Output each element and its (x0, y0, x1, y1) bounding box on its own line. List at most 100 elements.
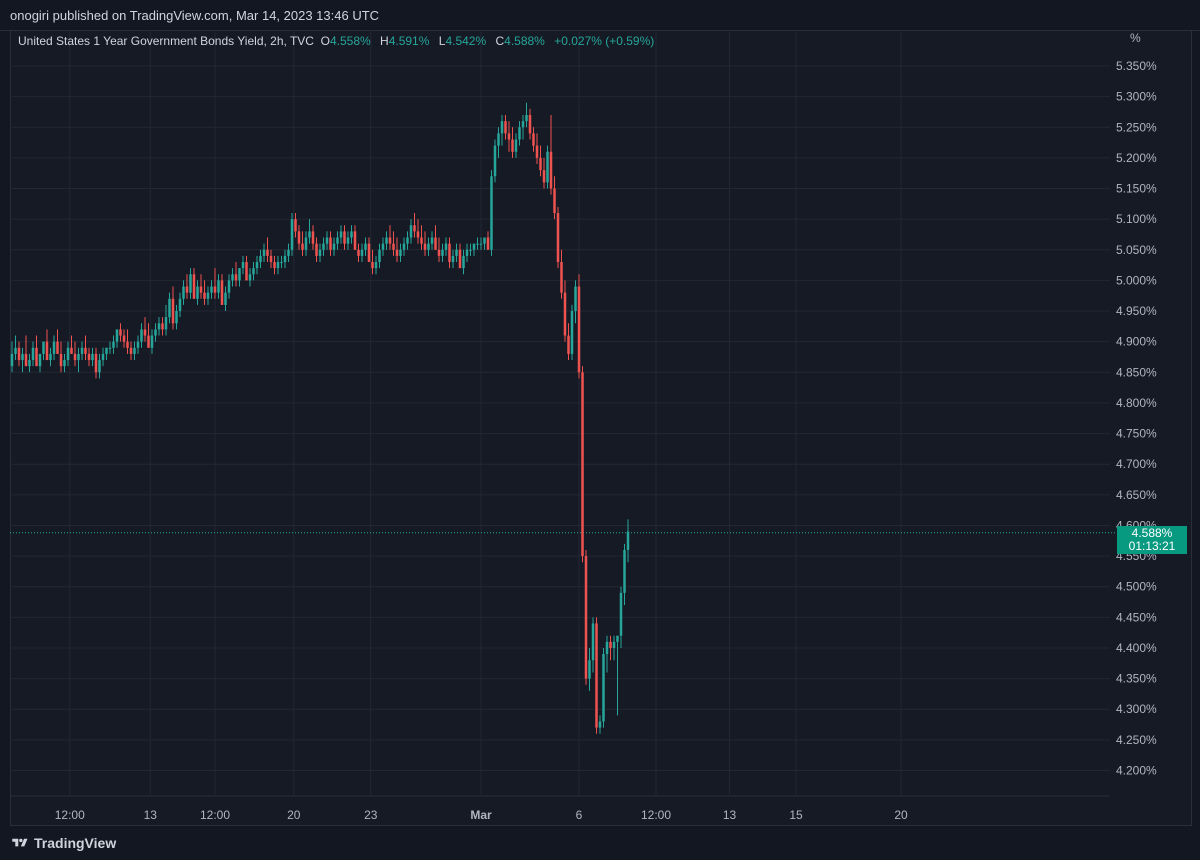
candle-body (294, 219, 297, 232)
legend-open-value: 4.558% (329, 34, 371, 48)
legend-symbol: United States 1 Year Government Bonds Yi… (18, 34, 314, 48)
candle-body (602, 654, 605, 722)
y-tick-label: 4.900% (1116, 335, 1157, 349)
candle-body (276, 262, 280, 269)
candle-body (147, 335, 150, 348)
tradingview-brand[interactable]: TradingView (12, 835, 116, 851)
candle-body (532, 133, 535, 146)
candle-body (28, 360, 31, 367)
y-tick-label: 5.200% (1116, 151, 1157, 165)
candle-body (612, 641, 616, 648)
y-tick-label: 4.700% (1116, 457, 1157, 471)
legend-open-label: O (320, 34, 330, 48)
candle-body (24, 353, 28, 367)
y-tick-label: 4.850% (1116, 365, 1157, 379)
candle-body (437, 249, 441, 256)
y-tick-label: 5.300% (1116, 90, 1157, 104)
candle-body (143, 329, 147, 336)
x-tick-label: 23 (364, 808, 378, 822)
x-tick-label: Mar (470, 808, 492, 822)
candle-body (441, 249, 444, 256)
candle-body (63, 360, 66, 367)
candle-body (574, 286, 577, 312)
candle-body (427, 243, 430, 250)
y-tick-label: 4.500% (1116, 580, 1157, 594)
candle-body (164, 317, 168, 330)
candle-body (234, 274, 238, 281)
candle-body (178, 298, 182, 312)
candle-body (150, 335, 154, 348)
candle-body (609, 641, 612, 648)
y-tick-label: 4.250% (1116, 733, 1157, 747)
candle-body (227, 280, 231, 293)
candle-body (339, 231, 343, 238)
candle-body (91, 353, 94, 361)
candle-body (434, 237, 437, 250)
candle-body (84, 347, 87, 354)
legend-high-label: H (380, 34, 389, 48)
candle-body (413, 225, 416, 232)
candle-body (483, 237, 486, 244)
candle-body (308, 231, 311, 238)
candle-body (332, 243, 336, 250)
candle-body (161, 323, 164, 330)
candle-body (514, 139, 518, 152)
x-tick-label: 13 (144, 808, 158, 822)
candle-body (98, 360, 101, 373)
candle-body (462, 255, 465, 269)
candle-body (108, 347, 112, 349)
brand-name: TradingView (34, 835, 117, 851)
candle-body (479, 243, 483, 245)
candle-body (563, 292, 567, 336)
candle-body (395, 249, 399, 256)
x-tick-label: 6 (576, 808, 583, 822)
candle-body (598, 721, 602, 728)
x-tick-label: 15 (789, 808, 803, 822)
candle-body (465, 249, 469, 256)
candle-body (217, 280, 220, 293)
candle-body (196, 286, 199, 299)
chart-frame[interactable] (10, 30, 1192, 826)
candle-body (255, 262, 259, 269)
candle-body (360, 249, 364, 256)
candle-body (392, 243, 395, 250)
candle-body (231, 274, 234, 281)
candle-body (616, 635, 619, 642)
candle-body (122, 335, 126, 342)
candle-body (269, 255, 273, 263)
candle-body (248, 274, 252, 281)
candle-body (301, 243, 304, 250)
candle-body (367, 243, 371, 263)
candle-body (322, 243, 325, 250)
candle-body (182, 286, 185, 299)
candle-body (66, 347, 70, 361)
candle-body (577, 286, 581, 373)
legend-close-label: C (495, 34, 505, 48)
candle-body (325, 237, 329, 244)
candle-body (539, 157, 542, 171)
footer: TradingView (0, 826, 1200, 860)
candle-body (518, 127, 521, 140)
y-tick-label: 4.400% (1116, 641, 1157, 655)
candle-body (420, 237, 423, 244)
candle-body (273, 262, 276, 269)
candle-body (171, 298, 175, 324)
candle-body (493, 145, 497, 177)
candle-body (21, 353, 24, 361)
candle-body (591, 623, 595, 661)
candle-body (350, 231, 353, 238)
symbol-legend: United States 1 Year Government Bonds Yi… (18, 34, 654, 48)
candle-body (206, 292, 210, 299)
x-tick-label: 13 (723, 808, 737, 822)
candle-body (329, 237, 332, 250)
legend-close-value: 4.588% (504, 34, 545, 48)
y-tick-label: 4.450% (1116, 610, 1157, 624)
candle-body (605, 641, 609, 655)
candle-body (626, 531, 630, 550)
candle-body (567, 335, 570, 354)
candle-body (213, 286, 217, 293)
legend-high-value: 4.591% (388, 34, 430, 48)
x-tick-label: 20 (894, 808, 908, 822)
candle-body (136, 341, 140, 348)
